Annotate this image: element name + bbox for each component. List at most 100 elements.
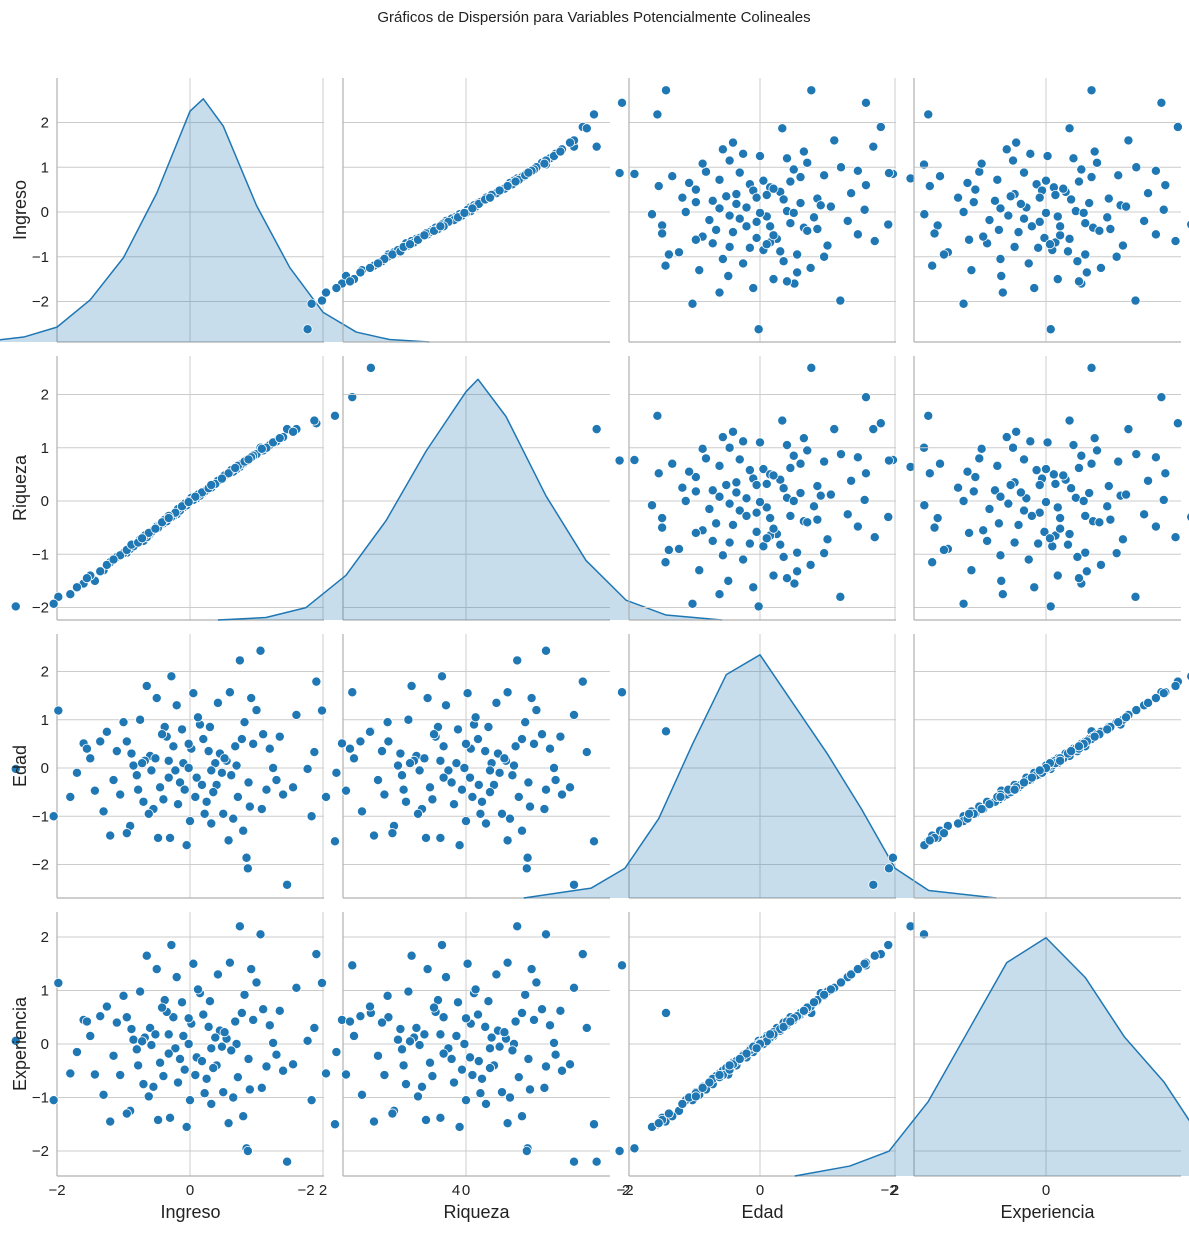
- scatter-point: [467, 791, 478, 802]
- scatter-point: [785, 510, 796, 521]
- scatter-point: [860, 468, 871, 479]
- scatter-point: [192, 712, 203, 723]
- scatter-point: [1086, 85, 1097, 96]
- scatter-point: [216, 767, 227, 778]
- scatter-point: [476, 796, 487, 807]
- scatter-point: [95, 1011, 106, 1022]
- scatter-point: [278, 1065, 289, 1076]
- scatter-point: [470, 984, 481, 995]
- scatter-point: [565, 1059, 576, 1070]
- scatter-point: [513, 1072, 524, 1083]
- scatter-point: [819, 989, 830, 1000]
- scatter-point: [1117, 240, 1128, 251]
- scatter-point: [721, 191, 732, 202]
- scatter-point: [436, 940, 447, 951]
- scatter-point: [340, 785, 351, 796]
- scatter-point: [875, 418, 886, 429]
- scatter-point: [521, 863, 532, 874]
- scatter-point: [701, 453, 712, 464]
- scatter-point: [976, 804, 987, 815]
- scatter-point: [802, 225, 813, 236]
- scatter-point: [677, 192, 688, 203]
- scatter-point: [1058, 183, 1069, 194]
- scatter-point: [288, 782, 299, 793]
- scatter-point: [962, 466, 973, 477]
- scatter-point: [1121, 712, 1132, 723]
- scatter-point: [968, 486, 979, 497]
- scatter-point: [976, 443, 987, 454]
- scatter-point: [690, 184, 701, 195]
- scatter-point: [1044, 239, 1055, 250]
- scatter-point: [435, 221, 446, 232]
- scatter-point: [938, 544, 949, 555]
- scatter-point: [95, 566, 106, 577]
- scatter-point: [555, 146, 566, 157]
- scatter-point: [1064, 415, 1075, 426]
- scatter-point: [411, 1022, 422, 1033]
- scatter-point: [717, 432, 728, 443]
- scatter-point: [953, 818, 964, 829]
- scatter-point: [507, 770, 518, 781]
- scatter-point: [1013, 519, 1024, 530]
- scatter-point: [765, 221, 776, 232]
- scatter-point: [504, 1092, 515, 1103]
- scatter-point: [204, 996, 215, 1007]
- scatter-point: [1011, 137, 1022, 148]
- scatter-point: [1102, 212, 1113, 223]
- scatter-point: [731, 198, 742, 209]
- scatter-point: [704, 1077, 715, 1088]
- scatter-point: [1094, 225, 1105, 236]
- scatter-point: [690, 234, 701, 245]
- scatter-point: [852, 452, 863, 463]
- scatter-point: [714, 203, 725, 214]
- scatter-point: [53, 591, 64, 602]
- scatter-point: [711, 224, 722, 235]
- scatter-point: [744, 465, 755, 476]
- scatter-point: [191, 772, 202, 783]
- scatter-point: [238, 825, 249, 836]
- scatter-point: [565, 782, 576, 793]
- scatter-point: [777, 415, 788, 426]
- scatter-point: [1064, 529, 1075, 540]
- scatter-point: [775, 539, 786, 550]
- scatter-point: [348, 753, 359, 764]
- scatter-point: [731, 477, 742, 488]
- scatter-point: [331, 767, 342, 778]
- scatter-point: [452, 724, 463, 735]
- scatter-point: [758, 464, 769, 475]
- y-tick-label: −1: [32, 546, 49, 563]
- scatter-point: [714, 1070, 725, 1081]
- scatter-point: [166, 671, 177, 682]
- scatter-point: [589, 109, 600, 120]
- scatter-point: [212, 969, 223, 980]
- scatter-point: [101, 559, 112, 570]
- panel-edad-vs-riqueza: [302, 634, 672, 899]
- scatter-point: [788, 495, 799, 506]
- scatter-point: [1019, 167, 1030, 178]
- scatter-point: [230, 741, 241, 752]
- scatter-point: [798, 1005, 809, 1016]
- scatter-point: [396, 1044, 407, 1055]
- scatter-point: [89, 785, 100, 796]
- scatter-point: [108, 1050, 119, 1061]
- scatter-point: [456, 1064, 467, 1075]
- scatter-point: [953, 482, 964, 493]
- scatter-point: [1066, 194, 1077, 205]
- scatter-point: [789, 578, 800, 589]
- scatter-point: [962, 177, 973, 188]
- scatter-point: [984, 799, 995, 810]
- scatter-point: [231, 760, 242, 771]
- scatter-point: [768, 274, 779, 285]
- scatter-point: [135, 986, 146, 997]
- x-axis-label-ingreso: Ingreso: [160, 1202, 220, 1222]
- scatter-point: [188, 958, 199, 969]
- scatter-point: [1041, 497, 1052, 508]
- scatter-point: [1139, 509, 1150, 520]
- scatter-point: [517, 825, 528, 836]
- scatter-point: [667, 171, 678, 182]
- scatter-point: [677, 1098, 688, 1109]
- scatter-point: [1103, 193, 1114, 204]
- panel-riqueza-vs-riqueza: [217, 356, 723, 621]
- scatter-point: [243, 777, 254, 788]
- scatter-point: [261, 1061, 272, 1072]
